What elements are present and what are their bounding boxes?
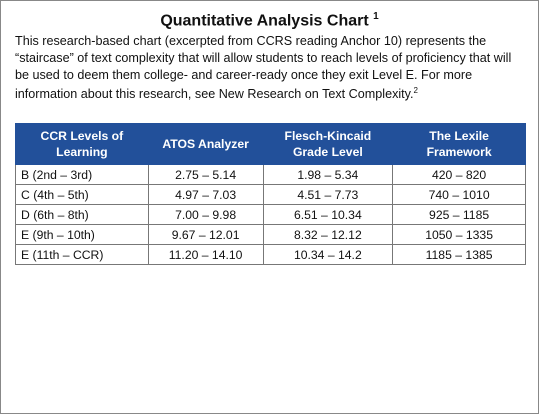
table-cell: 4.51 – 7.73 [262,184,394,205]
table-cell: B (2nd – 3rd) [15,164,149,185]
column-header: The Lexile Framework [392,123,526,165]
footnote-ref: 2 [413,86,418,96]
footnote-ref: 1 [373,11,379,22]
table-cell: 7.00 – 9.98 [147,204,264,225]
table-row: E (9th – 10th) 9.67 – 12.01 8.32 – 12.12 10… [15,224,526,245]
table-head: CCR Levels of Learning ATOS Analyzer Flesc… [15,123,526,165]
table-cell: 8.32 – 12.12 [262,224,394,245]
table-cell: 420 – 820 [392,164,526,185]
column-header: Flesch-Kincaid Grade Level [262,123,394,165]
title-text: Quantitative Analysis Chart [160,12,369,30]
table-cell: E (9th – 10th) [15,224,149,245]
table-row: E (11th – CCR) 11.20 – 14.10 10.34 – 14.2 1… [15,244,526,265]
column-header: ATOS Analyzer [147,123,264,165]
table-cell: 925 – 1185 [392,204,526,225]
table-cell: 10.34 – 14.2 [262,244,394,265]
table-cell: 1050 – 1335 [392,224,526,245]
table-row: D (6th – 8th) 7.00 – 9.98 6.51 – 10.34 925 … [15,204,526,225]
table-cell: 6.51 – 10.34 [262,204,394,225]
intro: This research-based chart (excerpted fro… [15,33,527,103]
table-row: B (2nd – 3rd) 2.75 – 5.14 1.98 – 5.34 420 –… [15,164,526,185]
table-cell: D (6th – 8th) [15,204,149,225]
table-body: B (2nd – 3rd) 2.75 – 5.14 1.98 – 5.34 420 –… [15,164,526,265]
header-row: CCR Levels of Learning ATOS Analyzer Flesc… [15,123,526,165]
table-cell: 1185 – 1385 [392,244,526,265]
table-cell: 11.20 – 14.10 [147,244,264,265]
title: Quantitative Analysis Chart 1 [1,11,538,30]
table-row: C (4th – 5th) 4.97 – 7.03 4.51 – 7.73 740 –… [15,184,526,205]
table-cell: 9.67 – 12.01 [147,224,264,245]
intro-text: This research-based chart (excerpted fro… [15,34,512,102]
table-cell: 1.98 – 5.34 [262,164,394,185]
column-header: CCR Levels of Learning [15,123,149,165]
table-cell: 740 – 1010 [392,184,526,205]
table-cell: 4.97 – 7.03 [147,184,264,205]
table-cell: 2.75 – 5.14 [147,164,264,185]
table-cell: C (4th – 5th) [15,184,149,205]
table-cell: E (11th – CCR) [15,244,149,265]
table: CCR Levels of Learning ATOS Analyzer Flesc… [15,123,526,265]
